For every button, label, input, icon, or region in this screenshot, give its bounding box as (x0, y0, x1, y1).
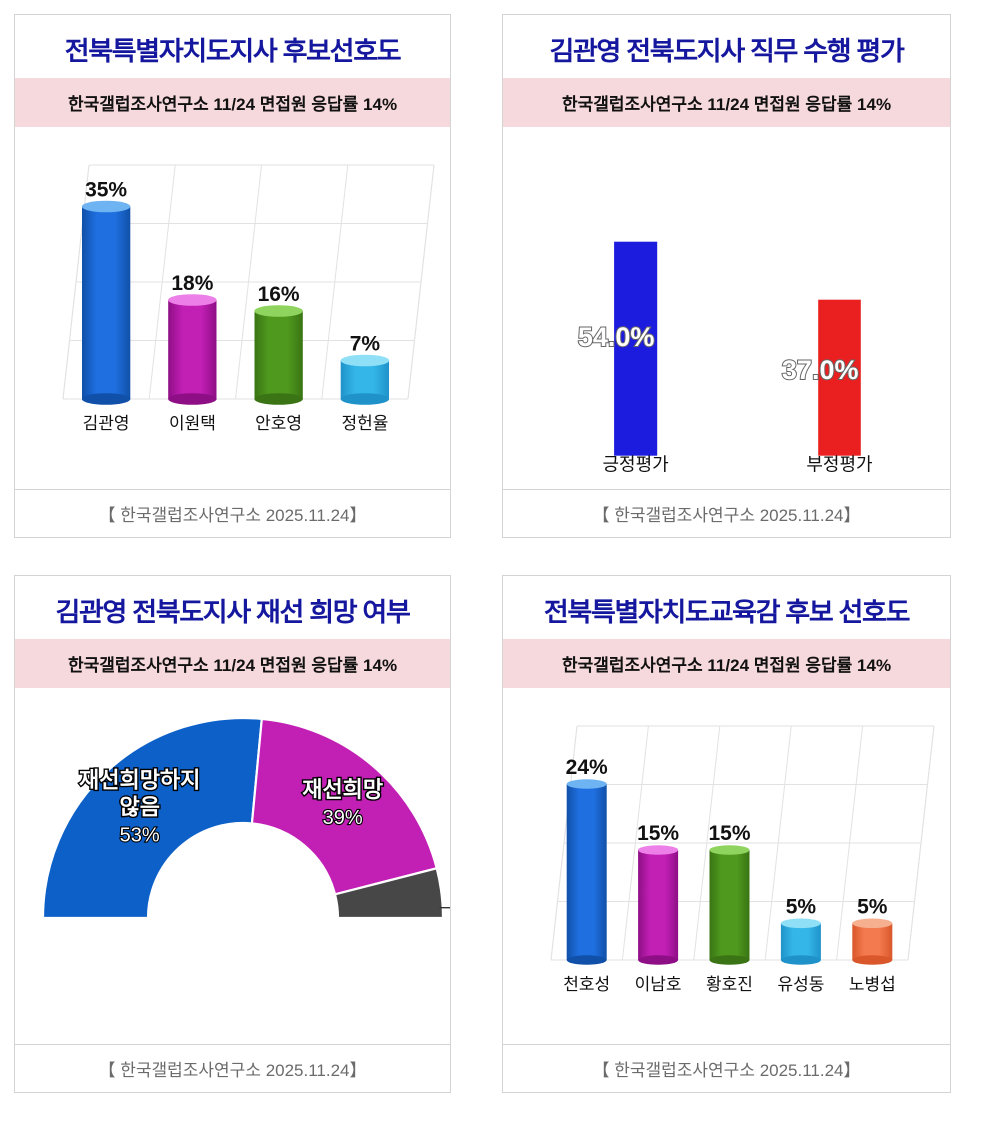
svg-text:황호진: 황호진 (706, 975, 753, 994)
svg-text:5%: 5% (786, 895, 817, 918)
svg-text:이남호: 이남호 (635, 975, 682, 994)
svg-text:재선희망: 재선희망 (302, 777, 383, 802)
svg-text:37.0%: 37.0% (782, 355, 859, 385)
svg-text:이원택: 이원택 (169, 414, 216, 433)
svg-text:노병섭: 노병섭 (849, 975, 896, 994)
svg-text:15%: 15% (708, 822, 750, 845)
svg-text:5%: 5% (857, 895, 888, 918)
svg-text:54.0%: 54.0% (578, 322, 655, 352)
svg-text:39%: 39% (323, 807, 363, 829)
svg-text:유성동: 유성동 (777, 975, 824, 994)
svg-text:7%: 7% (350, 333, 381, 356)
svg-text:안호영: 안호영 (255, 414, 302, 433)
svg-text:16%: 16% (258, 283, 300, 306)
svg-text:재선희망하지: 재선희망하지 (79, 768, 200, 793)
svg-text:53%: 53% (120, 825, 160, 847)
svg-text:긍정평가: 긍정평가 (602, 455, 668, 475)
svg-text:18%: 18% (171, 272, 213, 295)
svg-text:35%: 35% (85, 179, 127, 202)
svg-text:김관영: 김관영 (83, 414, 130, 433)
svg-text:15%: 15% (637, 822, 679, 845)
svg-text:24%: 24% (566, 756, 608, 779)
svg-text:천호성: 천호성 (563, 975, 610, 994)
svg-text:부정평가: 부정평가 (806, 455, 872, 475)
svg-text:정헌율: 정헌율 (341, 414, 388, 433)
svg-text:않음: 않음 (119, 795, 159, 820)
